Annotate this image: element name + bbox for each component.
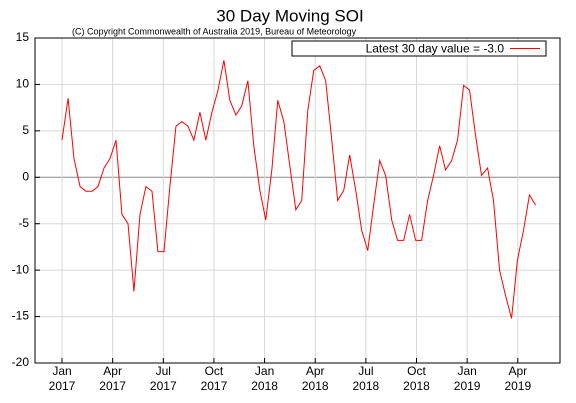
chart-title: 30 Day Moving SOI xyxy=(216,6,363,25)
chart-subtitle: (C) Copyright Commonwealth of Australia … xyxy=(72,26,357,36)
x-tick-label: Apr 2019 xyxy=(504,364,532,393)
x-tick-label: Jul 2018 xyxy=(352,364,380,393)
legend-label: Latest 30 day value = -3.0 xyxy=(366,42,505,56)
y-tick-label: 5 xyxy=(22,123,29,137)
y-tick-label: 15 xyxy=(16,30,30,44)
legend-box xyxy=(291,40,547,57)
y-tick-label: 10 xyxy=(16,77,30,91)
y-tick-label: -20 xyxy=(12,355,30,369)
x-tick-label: Apr 2017 xyxy=(99,364,126,393)
y-tick-label: -10 xyxy=(12,262,30,276)
x-tick-label: Jan 2018 xyxy=(251,364,278,393)
series-line xyxy=(61,60,536,319)
x-tick-label: Apr 2018 xyxy=(301,364,329,393)
plot-frame xyxy=(34,37,561,364)
y-tick-label: -15 xyxy=(12,309,30,323)
plot-area xyxy=(35,38,560,363)
x-tick-label: Oct 2018 xyxy=(403,364,430,393)
y-tick-label: -5 xyxy=(18,216,29,230)
x-tick-label: Jul 2017 xyxy=(149,364,177,393)
x-tick-label: Oct 2017 xyxy=(200,364,228,393)
x-tick-label: Jan 2017 xyxy=(48,364,76,393)
y-tick-label: 0 xyxy=(22,169,29,183)
x-tick-label: Jan 2019 xyxy=(453,364,481,393)
